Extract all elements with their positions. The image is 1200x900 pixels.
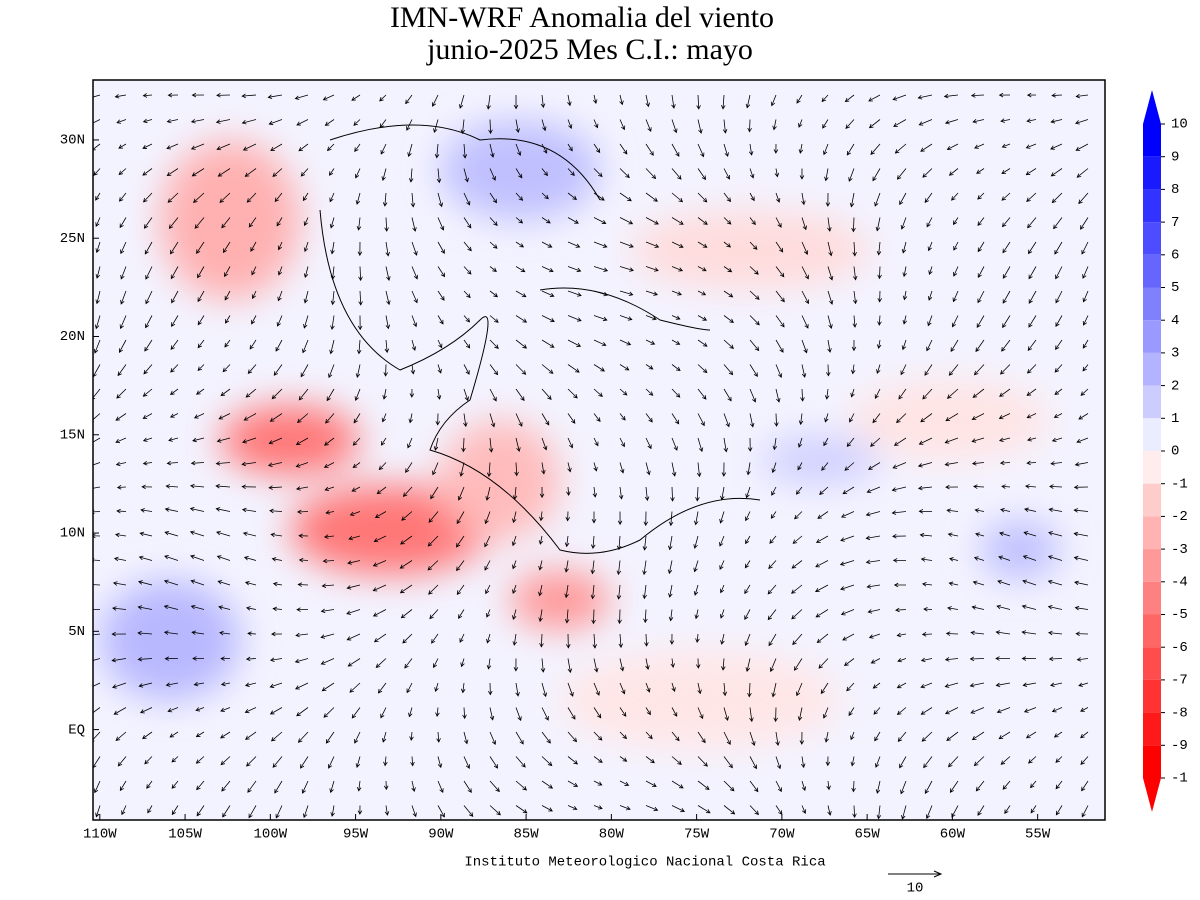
colorbar-band [1143, 352, 1161, 386]
map-field [93, 80, 1105, 820]
colorbar-label: 8 [1171, 182, 1179, 198]
colorbar-band [1143, 418, 1161, 451]
colorbar-band [1143, 614, 1161, 648]
x-tick-label: 95W [343, 827, 369, 843]
y-tick-label: 25N [60, 231, 85, 247]
colorbar-label: -7 [1171, 673, 1188, 689]
wind-vectors [93, 92, 1089, 820]
colorbar-label: -9 [1171, 738, 1188, 754]
colorbar-band [1143, 516, 1161, 550]
colorbar-band [1143, 320, 1161, 353]
y-tick-label: 20N [60, 329, 85, 345]
colorbar-label: -3 [1171, 542, 1188, 558]
colorbar-label: 0 [1171, 444, 1179, 460]
x-tick-label: 80W [599, 827, 625, 843]
y-tick-label: 10N [60, 526, 85, 542]
x-tick-label: 60W [940, 827, 966, 843]
colorbar-arrow-bottom [1143, 778, 1161, 812]
title-line: IMN-WRF Anomalia del viento [390, 1, 774, 34]
x-tick-label: 90W [428, 827, 454, 843]
footer: Instituto Meteorologico Nacional Costa R… [464, 855, 825, 871]
colorbar-band [1143, 549, 1161, 582]
x-tick-label: 70W [769, 827, 795, 843]
colorbar-label: 5 [1171, 280, 1179, 296]
colorbar-band [1143, 156, 1161, 190]
colorbar-label: 9 [1171, 149, 1179, 165]
colorbar-band [1143, 647, 1161, 680]
colorbar-band [1143, 287, 1161, 321]
y-tick-label: EQ [68, 722, 85, 738]
colorbar-band [1143, 222, 1161, 255]
colorbar-band [1143, 451, 1161, 484]
colorbar-label: -8 [1171, 705, 1188, 721]
colorbar-band [1143, 189, 1161, 223]
colorbar-label: 10 [1171, 117, 1188, 133]
vector-scale-head [933, 870, 943, 878]
colorbar-band [1143, 385, 1161, 419]
colorbar-label: 7 [1171, 215, 1179, 231]
x-tick-label: 55W [1025, 827, 1051, 843]
colorbar-label: -5 [1171, 607, 1188, 623]
colorbar-label: -4 [1171, 575, 1188, 591]
colorbar-label: 2 [1171, 378, 1179, 394]
colorbar-band [1143, 712, 1161, 746]
colorbar-band [1143, 581, 1161, 615]
colorbar-band [1143, 679, 1161, 713]
colorbar-label: 4 [1171, 313, 1179, 329]
colorbar-band [1143, 254, 1161, 288]
x-tick-label: 85W [513, 827, 539, 843]
colorbar-band [1143, 483, 1161, 517]
y-tick-label: 30N [60, 133, 85, 149]
x-tick-label: 110W [83, 827, 117, 843]
colorbar-label: 3 [1171, 346, 1179, 362]
colorbar-label: 6 [1171, 248, 1179, 264]
colorbar-arrow-top [1143, 90, 1161, 124]
colorbar-label: 1 [1171, 411, 1179, 427]
colorbar-label: -2 [1171, 509, 1188, 525]
colorbar-band [1143, 124, 1161, 157]
x-tick-label: 100W [254, 827, 288, 843]
colorbar-label: -6 [1171, 640, 1188, 656]
colorbar-label: -1 [1171, 771, 1188, 787]
x-tick-label: 105W [168, 827, 202, 843]
y-tick-label: 15N [60, 427, 85, 443]
y-tick-label: 5N [68, 624, 85, 640]
coastline [319, 124, 761, 554]
x-tick-label: 75W [684, 827, 710, 843]
map-frame [92, 79, 1106, 821]
x-tick-label: 65W [855, 827, 881, 843]
colorbar-band [1143, 745, 1161, 778]
vector-scale-label: 10 [907, 881, 924, 897]
title-line: junio-2025 Mes C.I.: mayo [426, 33, 753, 66]
colorbar-label: -1 [1171, 476, 1188, 492]
